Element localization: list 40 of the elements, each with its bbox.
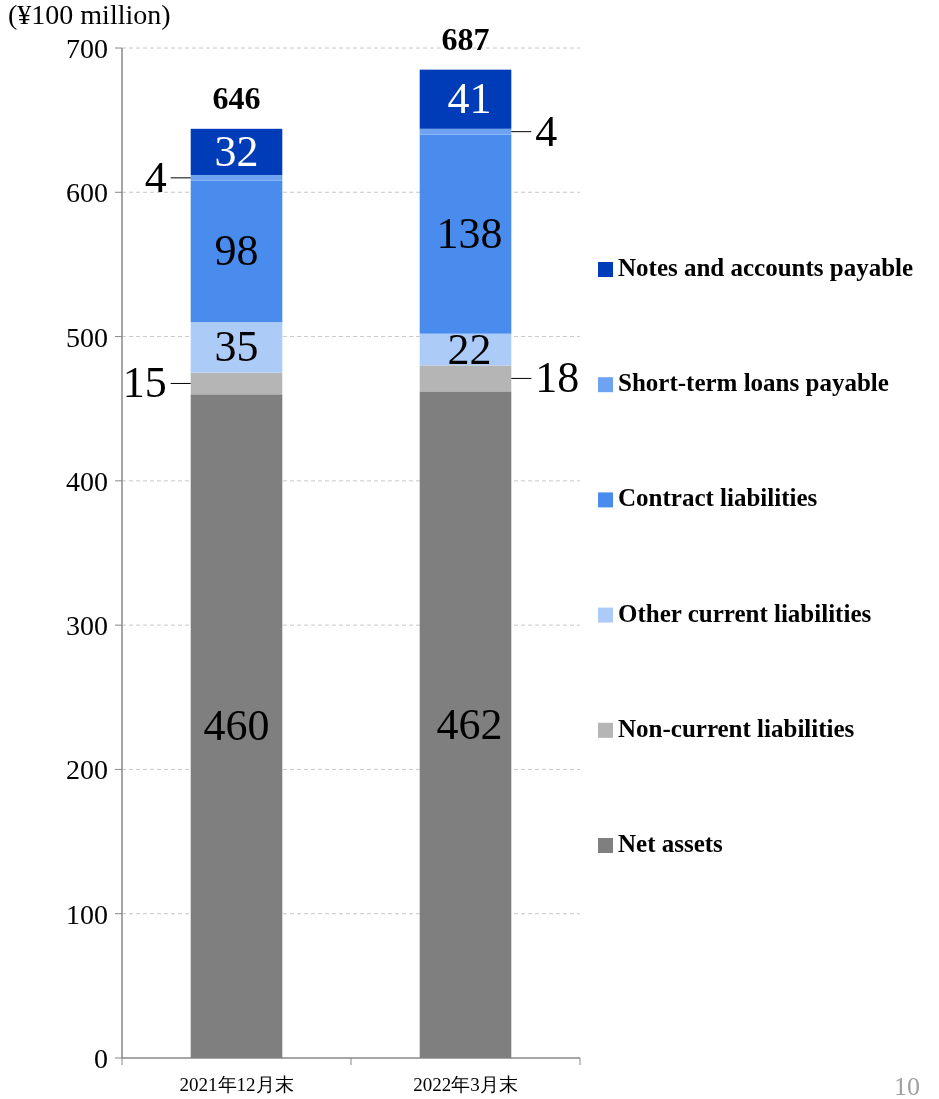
- y-tick-label: 700: [66, 33, 108, 64]
- data-label: 98: [214, 226, 259, 276]
- y-tick-label: 300: [66, 610, 108, 642]
- annotation: 10: [894, 1072, 920, 1099]
- total-label: 646: [212, 79, 261, 116]
- legend-label: Non-current liabilities: [618, 714, 855, 742]
- legend-label: Net assets: [618, 830, 724, 857]
- legend-label: Short-term loans payable: [618, 369, 889, 397]
- data-label: 32: [214, 126, 259, 176]
- bar: [190, 372, 283, 395]
- data-label: 462: [436, 699, 503, 749]
- x-tick-label: 2022年3月末: [413, 1074, 518, 1095]
- y-tick-label: 100: [66, 898, 108, 930]
- y-tick-label: 600: [66, 177, 108, 209]
- legend-label: Notes and accounts payable: [618, 254, 914, 281]
- bar: [419, 69, 512, 129]
- y-tick-label: 200: [66, 754, 108, 786]
- data-label: 460: [203, 701, 270, 751]
- data-label: 4: [535, 106, 558, 156]
- x-tick-label: 2021年12月末: [179, 1074, 294, 1095]
- y-tick-label: 0: [94, 1043, 108, 1074]
- bar: [190, 322, 283, 373]
- data-label: 4: [144, 152, 167, 202]
- data-label: 41: [447, 74, 492, 124]
- bar: [190, 180, 283, 323]
- bar: [419, 134, 512, 334]
- bar: [190, 174, 283, 181]
- y-tick-label: 500: [66, 321, 108, 353]
- bar: [419, 365, 512, 392]
- legend-label: Contract liabilities: [618, 484, 818, 512]
- legend-label: Other current liabilities: [618, 599, 872, 627]
- data-label: 22: [447, 324, 492, 374]
- data-label: 138: [436, 209, 503, 259]
- data-label: 15: [122, 358, 167, 408]
- data-label: 18: [535, 353, 580, 403]
- ylabel: (¥100 million): [8, 0, 171, 30]
- total-label: 687: [441, 20, 490, 57]
- data-label: 35: [214, 322, 259, 372]
- y-tick-label: 400: [66, 465, 108, 497]
- bar: [419, 128, 512, 135]
